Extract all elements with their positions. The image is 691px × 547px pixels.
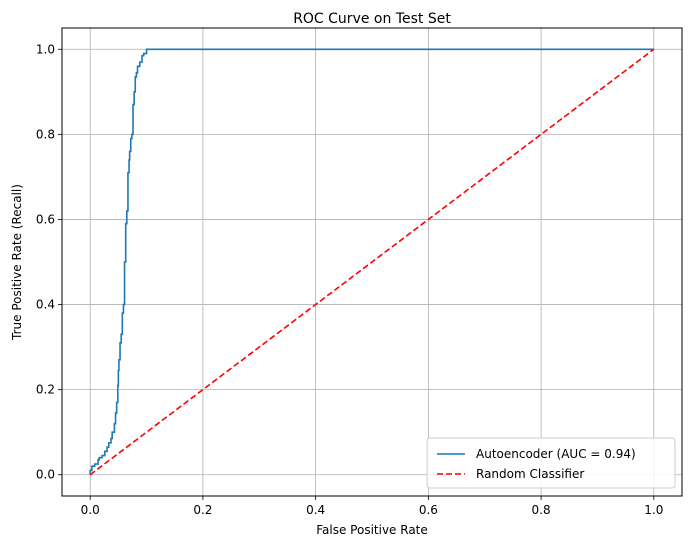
series-line-random-classifier — [89, 48, 655, 476]
y-axis-label: True Positive Rate (Recall) — [10, 184, 24, 341]
chart-title: ROC Curve on Test Set — [293, 11, 451, 27]
x-tick-label: 0.0 — [81, 503, 100, 517]
y-tick-label: 0.6 — [36, 212, 55, 226]
plot-series — [89, 48, 655, 476]
x-axis-label: False Positive Rate — [316, 523, 428, 537]
legend-label-random-classifier: Random Classifier — [476, 467, 584, 481]
x-axis-ticks: 0.0 0.2 0.4 0.6 0.8 1.0 — [81, 496, 663, 517]
legend-box — [426, 437, 676, 489]
x-tick-label: 0.4 — [306, 503, 325, 517]
x-tick-label: 0.8 — [532, 503, 551, 517]
legend-label-autoencoder: Autoencoder (AUC = 0.94) — [476, 447, 636, 461]
y-tick-label: 0.0 — [36, 468, 55, 482]
x-tick-label: 0.6 — [419, 503, 438, 517]
plot-frame — [61, 27, 683, 497]
x-tick-label: 1.0 — [644, 503, 663, 517]
y-tick-label: 0.8 — [36, 127, 55, 141]
y-tick-label: 1.0 — [36, 42, 55, 56]
y-tick-label: 0.4 — [36, 298, 55, 312]
x-tick-label: 0.2 — [193, 503, 212, 517]
series-line-autoencoder-auc-0-94 — [89, 48, 654, 475]
y-tick-label: 0.2 — [36, 383, 55, 397]
y-axis-ticks: 0.0 0.2 0.4 0.6 0.8 1.0 — [36, 42, 62, 482]
legend: Autoencoder (AUC = 0.94) Random Classifi… — [426, 437, 676, 489]
